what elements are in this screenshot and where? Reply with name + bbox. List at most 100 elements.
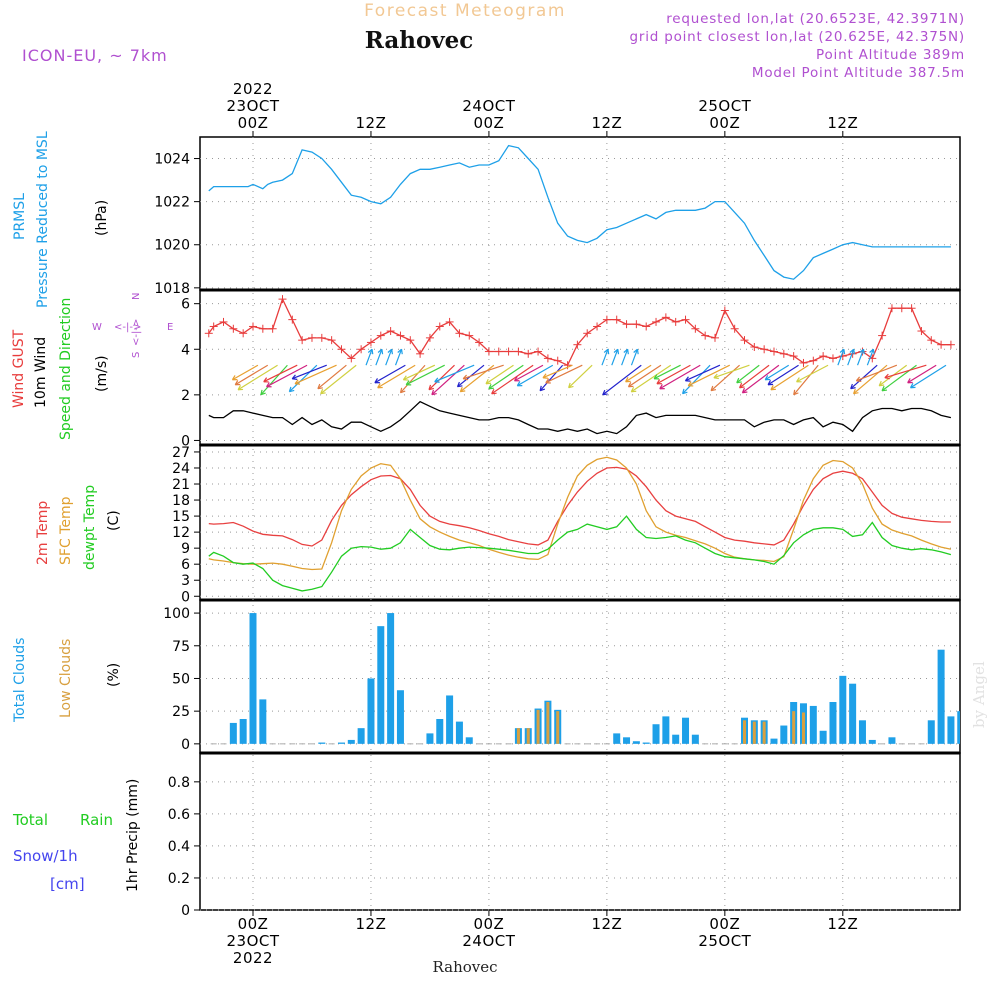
total-cloud-bar bbox=[642, 742, 650, 744]
y-tick-label: 0 bbox=[181, 737, 190, 753]
wind-arrow-shaft bbox=[405, 364, 445, 386]
wind-arrow bbox=[907, 364, 937, 384]
gust-point bbox=[632, 320, 641, 329]
wind-arrow bbox=[625, 364, 652, 383]
wind-arrow bbox=[266, 364, 308, 388]
wind-arrow-head bbox=[684, 376, 689, 382]
wind-arrow-shaft bbox=[230, 365, 249, 375]
wind-arrow-head bbox=[201, 359, 206, 360]
wind-arrow-shaft bbox=[770, 364, 809, 391]
wind-arrow bbox=[542, 364, 573, 379]
total-cloud-bar bbox=[957, 711, 960, 744]
wind-arrow-head bbox=[377, 383, 381, 389]
temp-sfc-line bbox=[208, 456, 952, 571]
wind-arrow bbox=[374, 364, 406, 384]
low-cloud-bar bbox=[801, 712, 805, 744]
wind-arrow-shaft bbox=[742, 364, 780, 394]
wind-arrow-head bbox=[227, 370, 232, 371]
wind-arrow-head bbox=[602, 393, 608, 396]
wind-arrow-shaft bbox=[764, 364, 790, 381]
wind-arrow bbox=[630, 364, 672, 393]
wind-arrow-head bbox=[405, 380, 410, 386]
wind-arrow bbox=[394, 348, 403, 366]
wind-arrow-head bbox=[872, 349, 875, 355]
wind-arrow-head bbox=[428, 384, 432, 390]
wind-arrow-head bbox=[367, 348, 373, 353]
low-cloud-bar bbox=[792, 711, 796, 744]
wind-arrow-head bbox=[839, 348, 845, 353]
total-cloud-bar bbox=[367, 678, 375, 744]
wind-arrow-head bbox=[434, 381, 440, 383]
wind-arrow-head bbox=[687, 381, 692, 387]
total-cloud-bar bbox=[613, 733, 621, 744]
wind-arrow-shaft bbox=[517, 364, 554, 387]
gust-point bbox=[750, 342, 759, 351]
wind-arrow-shaft bbox=[796, 364, 829, 383]
total-cloud-bar bbox=[888, 737, 896, 744]
y-tick-label: 0.6 bbox=[168, 807, 190, 823]
wind-arrow-shaft bbox=[884, 364, 927, 379]
wind-arrow-shaft bbox=[602, 364, 642, 396]
wind-arrow-head bbox=[539, 385, 542, 391]
gust-point bbox=[828, 354, 837, 363]
wind-arrow bbox=[405, 364, 445, 386]
y-axis-ticks: 1018102010221024024603691215182124270255… bbox=[154, 152, 200, 919]
gust-point bbox=[573, 340, 582, 349]
y-tick-label: 12 bbox=[172, 525, 190, 541]
gust-point bbox=[258, 324, 267, 333]
wind-arrow bbox=[739, 364, 770, 389]
wind-arrow-head bbox=[377, 348, 383, 353]
total-cloud-bar bbox=[436, 719, 444, 744]
wind-arrow bbox=[682, 364, 711, 395]
wind-arrow-head bbox=[907, 378, 911, 384]
wind-arrow-head bbox=[682, 388, 685, 394]
temp-dew-line bbox=[208, 515, 952, 592]
wind-arrow-head bbox=[462, 374, 468, 380]
gust-point bbox=[317, 333, 326, 342]
time-label: 00Z bbox=[709, 915, 740, 933]
gust-point bbox=[612, 315, 621, 324]
wind-arrow bbox=[884, 364, 927, 380]
bottom-location: Rahovec bbox=[432, 958, 497, 976]
compass-n: N bbox=[131, 293, 142, 300]
time-label: 00Z bbox=[473, 114, 504, 132]
wind-arrow bbox=[539, 364, 564, 392]
wind-arrow-shaft bbox=[459, 364, 495, 393]
wind-gust-label: Wind GUST bbox=[11, 329, 27, 408]
time-label: 2022 bbox=[233, 949, 273, 967]
wind-arrow bbox=[263, 364, 298, 383]
wind-arrow-shaft bbox=[365, 349, 373, 366]
wind-arrow-head bbox=[545, 378, 550, 384]
gust-point bbox=[730, 324, 739, 333]
wind-arrow-head bbox=[881, 385, 885, 391]
gust-point bbox=[887, 304, 896, 313]
gust-point bbox=[494, 347, 503, 356]
gust-point bbox=[475, 338, 484, 347]
wind-arrow-shaft bbox=[856, 364, 898, 382]
time-label: 2022 bbox=[233, 80, 273, 98]
wind-arrow-head bbox=[742, 391, 748, 394]
wind-arrow-shaft bbox=[375, 349, 383, 366]
precip-snow-label: Snow/1h bbox=[13, 847, 78, 865]
wind-arrow-head bbox=[770, 385, 774, 391]
wind-arrow bbox=[847, 348, 856, 366]
pressure-panel bbox=[199, 136, 961, 291]
wind-arrow bbox=[545, 364, 583, 384]
wind-arrow-head bbox=[878, 380, 882, 386]
wind-arrow-head bbox=[633, 348, 638, 353]
model-altitude: Model Point Altitude 387.5m bbox=[752, 65, 965, 81]
wind-arrow-shaft bbox=[687, 364, 731, 387]
wind-arrow-shaft bbox=[542, 364, 573, 379]
gust-point bbox=[307, 333, 316, 342]
temp-2m-line bbox=[208, 466, 951, 547]
y-tick-label: 100 bbox=[163, 606, 190, 622]
wind-arrow bbox=[684, 364, 721, 382]
gust-point bbox=[789, 352, 798, 361]
wind-arrow-head bbox=[320, 392, 326, 395]
wind-arrow-shaft bbox=[434, 364, 475, 383]
wind-arrow bbox=[656, 364, 691, 385]
wind-arrow-head bbox=[320, 388, 324, 394]
